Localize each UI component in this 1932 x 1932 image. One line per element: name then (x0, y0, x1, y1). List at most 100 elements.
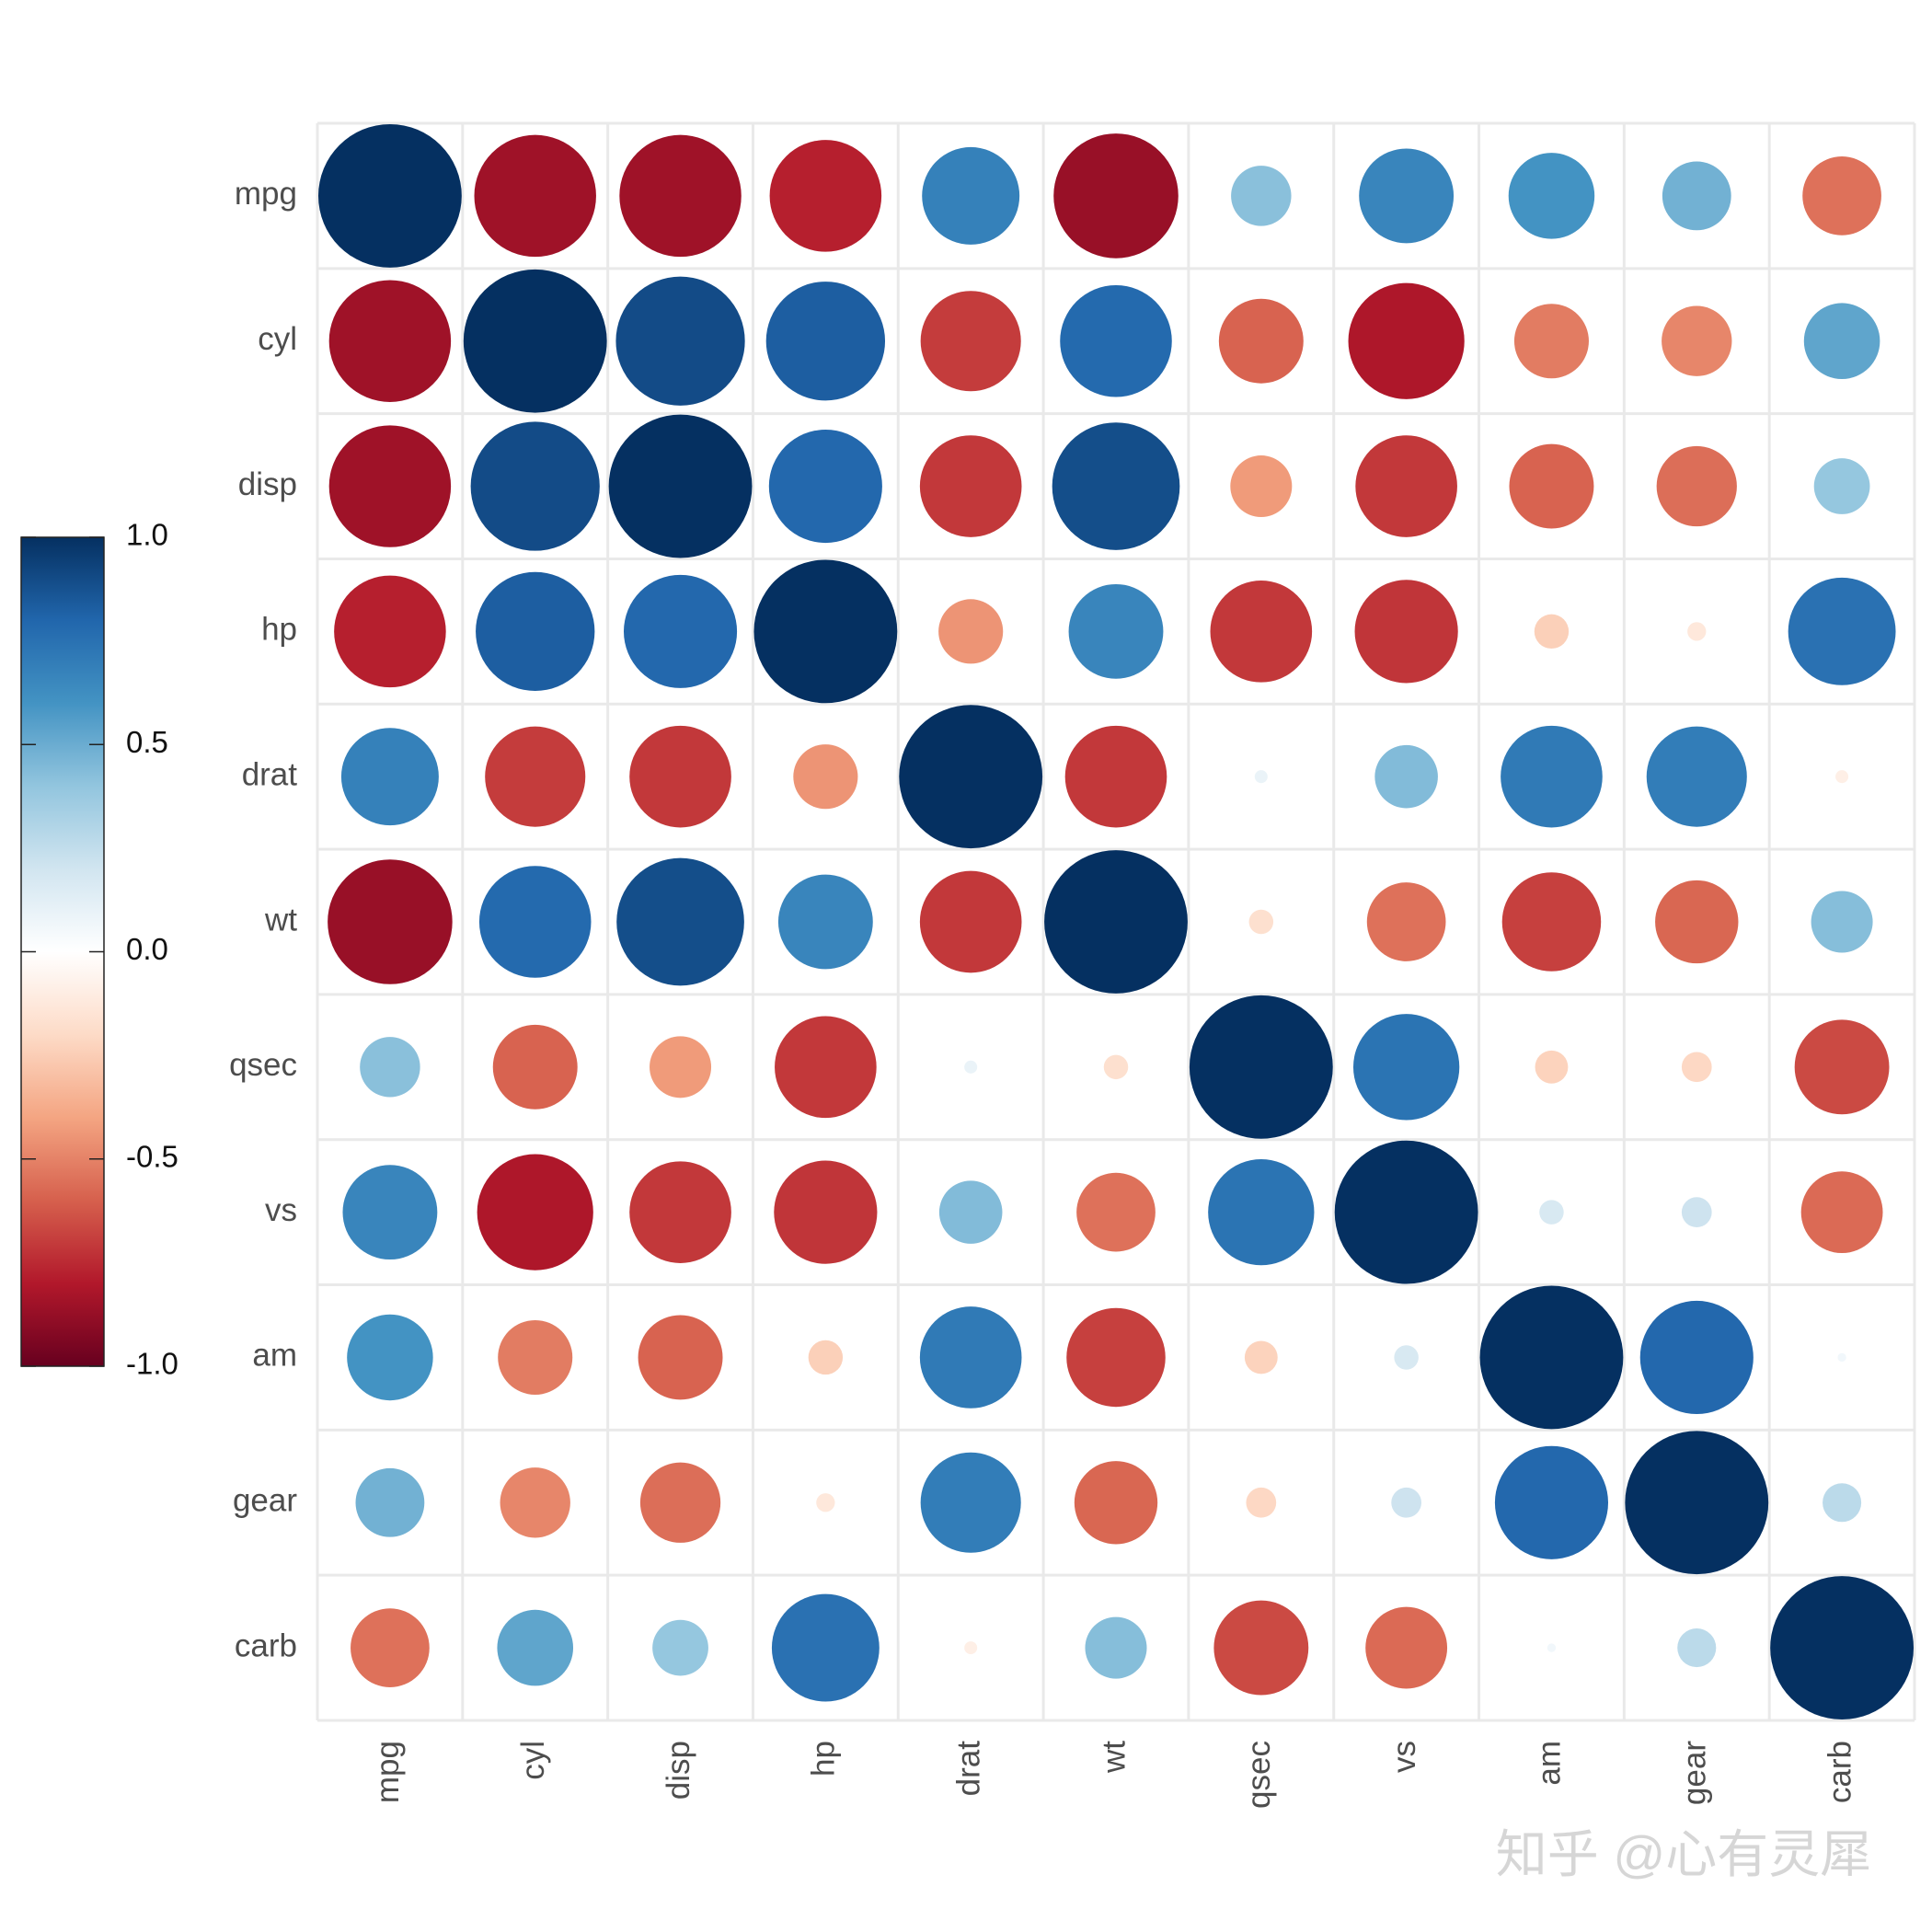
corr-circle (619, 134, 742, 258)
corr-circle (920, 291, 1021, 392)
corr-circle (1655, 880, 1739, 964)
corr-circle (1662, 305, 1732, 376)
x-tick-label: gear (1677, 1741, 1713, 1805)
corr-circle (1547, 1643, 1557, 1652)
corr-circle (342, 1165, 438, 1260)
corr-circle (777, 874, 873, 970)
corr-circle (1513, 304, 1589, 379)
corr-circle (347, 1314, 433, 1401)
y-tick-label: wt (264, 902, 297, 937)
corr-circle (753, 559, 898, 704)
corr-circle (463, 269, 607, 413)
corr-circle (1656, 445, 1737, 527)
corr-circle (1103, 1054, 1129, 1080)
corr-circle (1218, 298, 1304, 384)
corr-circle (1800, 1171, 1883, 1254)
corr-circle (1794, 1019, 1890, 1115)
corr-circle (919, 1306, 1022, 1409)
y-tick-label: gear (233, 1483, 297, 1519)
corr-circle (1334, 1140, 1478, 1284)
corr-circle (1348, 282, 1465, 399)
corr-circle (1677, 1628, 1717, 1668)
x-tick-label: cyl (515, 1741, 551, 1780)
corr-circle (1494, 1445, 1609, 1559)
corr-circle (318, 124, 462, 268)
corr-circle (351, 1608, 430, 1687)
corr-circle (1231, 166, 1292, 226)
corr-circle (1230, 455, 1293, 518)
y-tick-label: qsec (229, 1047, 297, 1083)
corr-circle (1501, 872, 1602, 972)
corr-circle (920, 1452, 1021, 1553)
corr-circle (1770, 1576, 1914, 1719)
corr-circle (1509, 443, 1594, 529)
corr-circle (1639, 1300, 1754, 1415)
colorbar-label: 1.0 (126, 518, 168, 552)
corr-circle (1539, 1200, 1564, 1225)
corr-circle (1355, 435, 1457, 537)
corr-circle (608, 414, 753, 558)
x-tick-label: disp (661, 1741, 696, 1800)
corr-circle (1076, 1172, 1156, 1252)
colorbar-label: -0.5 (126, 1139, 178, 1173)
corr-circle (1352, 1014, 1460, 1121)
corr-circle (1066, 1307, 1166, 1408)
y-tick-label: hp (261, 612, 297, 648)
corr-circle (769, 140, 882, 252)
corr-circle (1394, 1345, 1419, 1370)
y-tick-label: cyl (258, 321, 297, 357)
corr-circle (650, 1036, 712, 1098)
corr-circle (1501, 725, 1603, 828)
corr-circle (1811, 891, 1873, 953)
corr-circle (623, 574, 738, 688)
corr-circle (1068, 583, 1164, 679)
y-tick-label: disp (238, 466, 297, 502)
corr-circle (1254, 770, 1268, 784)
corr-circle (1646, 726, 1747, 827)
corr-circle (919, 870, 1022, 973)
corr-circle (328, 425, 452, 547)
y-tick-label: am (252, 1338, 297, 1374)
corr-circle (1052, 422, 1180, 550)
corr-circle (1479, 1285, 1624, 1430)
corr-circle (328, 859, 453, 984)
x-tick-label: wt (1096, 1741, 1132, 1774)
corr-circle (629, 1161, 731, 1263)
corr-circle (1359, 148, 1455, 244)
corr-circle (355, 1467, 425, 1537)
x-tick-label: hp (806, 1741, 842, 1777)
corr-circle (1085, 1616, 1147, 1679)
corr-circle (1074, 1461, 1158, 1545)
corr-circle (1835, 770, 1849, 784)
corr-circle (1064, 725, 1167, 828)
corr-circle (478, 866, 592, 978)
corr-circle (498, 1319, 573, 1395)
x-tick-label: am (1532, 1741, 1568, 1786)
corr-circle (638, 1315, 723, 1400)
corr-circle (1213, 1600, 1309, 1696)
corr-circle (1681, 1052, 1712, 1083)
corr-circle (1508, 153, 1595, 239)
corr-circle (1813, 458, 1870, 514)
corr-circle (476, 571, 595, 692)
corr-circle (360, 1037, 420, 1098)
corr-circle (1802, 156, 1881, 236)
corr-circle (1535, 1050, 1569, 1084)
corr-circle (1687, 622, 1707, 641)
corr-circle (1662, 161, 1731, 231)
corr-circle (938, 1180, 1003, 1244)
x-tick-label: carb (1822, 1741, 1857, 1803)
y-tick-label: drat (242, 756, 298, 792)
corr-circle (808, 1340, 844, 1375)
x-tick-label: drat (950, 1741, 986, 1797)
corr-circle (1374, 744, 1438, 809)
corr-circle (919, 435, 1022, 537)
corr-circle (1060, 284, 1172, 397)
watermark: 知乎 @心有灵犀 (1496, 1825, 1871, 1883)
corr-circle (334, 575, 446, 688)
x-tick-label: qsec (1241, 1741, 1277, 1809)
corr-circle (1391, 1487, 1421, 1518)
corr-circle (1625, 1431, 1769, 1575)
colorbar-label: 0.0 (126, 932, 168, 966)
